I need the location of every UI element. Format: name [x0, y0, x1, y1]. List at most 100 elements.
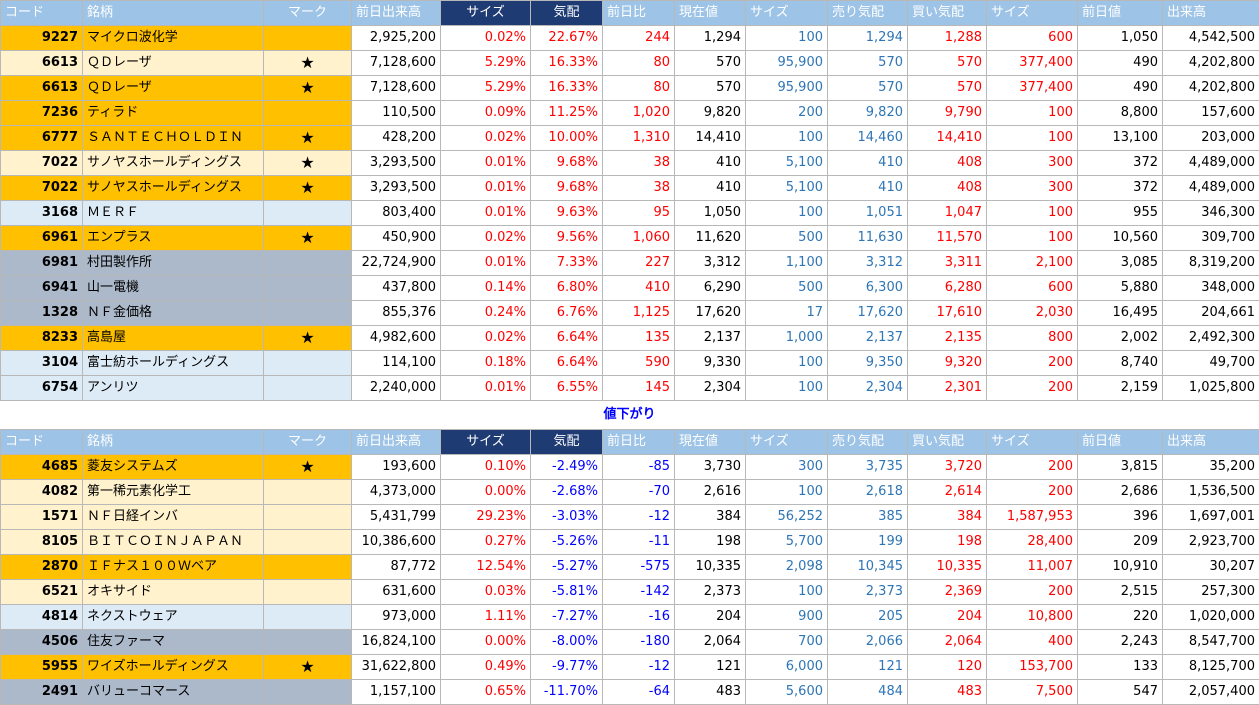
table-row[interactable]: 4506 住友ファーマ 16,824,100 0.00% -8.00% -180 2,064…	[0, 629, 1259, 655]
change-cell: -11	[602, 529, 675, 555]
col-header-prev-volume[interactable]: 前日出来高	[351, 0, 441, 26]
col-header-volume[interactable]: 出来高	[1162, 0, 1259, 26]
price-cell: 121	[674, 654, 746, 680]
price-cell: 10,335	[674, 554, 746, 580]
table-row[interactable]: 6777 ＳＡＮＴＥＣＨＯＬＤＩＮ ★ 428,200 0.02% 10.00% 1,310…	[0, 125, 1259, 151]
col-header-change[interactable]: 前日比	[602, 429, 675, 455]
change-cell: 1,020	[602, 100, 675, 126]
change-cell: 95	[602, 200, 675, 226]
col-header-bid[interactable]: 買い気配	[907, 0, 987, 26]
col-header-volume[interactable]: 出来高	[1162, 429, 1259, 455]
volume-cell: 4,489,000	[1162, 150, 1259, 176]
table-row[interactable]: 7236 ティラド 110,500 0.09% 11.25% 1,020 9,820 200 9…	[0, 100, 1259, 126]
stock-name: マイクロ波化学	[82, 25, 264, 51]
col-header-size-1[interactable]: サイズ	[440, 0, 531, 26]
col-header-size-3[interactable]: サイズ	[986, 429, 1078, 455]
col-header-name[interactable]: 銘柄	[82, 0, 264, 26]
star-mark-icon	[263, 350, 352, 376]
ask-cell: 410	[827, 150, 908, 176]
col-header-quote[interactable]: 気配	[530, 429, 603, 455]
size-1-cell: 5.29%	[440, 50, 531, 76]
col-header-price[interactable]: 現在値	[674, 0, 746, 26]
size-3-cell: 800	[986, 325, 1078, 351]
prev-close-cell: 8,800	[1077, 100, 1163, 126]
col-header-mark[interactable]: マーク	[263, 429, 352, 455]
col-header-size-2[interactable]: サイズ	[745, 429, 828, 455]
col-header-size-2[interactable]: サイズ	[745, 0, 828, 26]
star-mark-icon	[263, 629, 352, 655]
table-row[interactable]: 7022 サノヤスホールディングス ★ 3,293,500 0.01% 9.68% 38 41…	[0, 175, 1259, 201]
stock-code: 6981	[0, 250, 83, 276]
size-3-cell: 200	[986, 579, 1078, 605]
price-cell: 2,373	[674, 579, 746, 605]
star-mark-icon	[263, 504, 352, 530]
col-header-prev-close[interactable]: 前日値	[1077, 0, 1163, 26]
stock-name: 村田製作所	[82, 250, 264, 276]
col-header-change[interactable]: 前日比	[602, 0, 675, 26]
table-row[interactable]: 1571 ＮＦ日経インバ 5,431,799 29.23% -3.03% -12 384 56…	[0, 504, 1259, 530]
table-row[interactable]: 8105 ＢＩＴＣＯＩＮＪＡＰＡＮ 10,386,600 0.27% -5.26% -11…	[0, 529, 1259, 555]
table-row[interactable]: 5955 ワイズホールディングス ★ 31,622,800 0.49% -9.77% -12…	[0, 654, 1259, 680]
table-row[interactable]: 1328 ＮＦ金価格 855,376 0.24% 6.76% 1,125 17,620 17 1…	[0, 300, 1259, 326]
bid-cell: 9,790	[907, 100, 987, 126]
table-row[interactable]: 6613 ＱＤレーザ ★ 7,128,600 5.29% 16.33% 80 570 95,90…	[0, 75, 1259, 101]
stock-code: 4814	[0, 604, 83, 630]
table-row[interactable]: 6613 ＱＤレーザ ★ 7,128,600 5.29% 16.33% 80 570 95,90…	[0, 50, 1259, 76]
table-row[interactable]: 3104 富士紡ホールディングス 114,100 0.18% 6.64% 590 9,330…	[0, 350, 1259, 376]
col-header-code[interactable]: コード	[0, 0, 83, 26]
table-row[interactable]: 6961 エンプラス ★ 450,900 0.02% 9.56% 1,060 11,620 50…	[0, 225, 1259, 251]
col-header-quote[interactable]: 気配	[530, 0, 603, 26]
prev-close-cell: 2,243	[1077, 629, 1163, 655]
quote-cell: -2.68%	[530, 479, 603, 505]
table-row[interactable]: 4685 菱友システムズ ★ 193,600 0.10% -2.49% -85 3,730 30…	[0, 454, 1259, 480]
col-header-ask[interactable]: 売り気配	[827, 429, 908, 455]
col-header-bid[interactable]: 買い気配	[907, 429, 987, 455]
change-cell: 410	[602, 275, 675, 301]
volume-cell: 203,000	[1162, 125, 1259, 151]
stock-name: アンリツ	[82, 375, 264, 401]
table-row[interactable]: 2491 バリューコマース 1,157,100 0.65% -11.70% -64 483 5…	[0, 679, 1259, 705]
volume-cell: 8,547,700	[1162, 629, 1259, 655]
change-cell: 80	[602, 50, 675, 76]
stock-code: 7022	[0, 150, 83, 176]
price-cell: 2,304	[674, 375, 746, 401]
table-row[interactable]: 4814 ネクストウェア 973,000 1.11% -7.27% -16 204 900 20…	[0, 604, 1259, 630]
col-header-name[interactable]: 銘柄	[82, 429, 264, 455]
table-row[interactable]: 4082 第一稀元素化学工 4,373,000 0.00% -2.68% -70 2,616…	[0, 479, 1259, 505]
quote-cell: 16.33%	[530, 75, 603, 101]
prev-volume-cell: 10,386,600	[351, 529, 441, 555]
table-row[interactable]: 9227 マイクロ波化学 2,925,200 0.02% 22.67% 244 1,294 1…	[0, 25, 1259, 51]
star-mark-icon	[263, 604, 352, 630]
volume-cell: 1,025,800	[1162, 375, 1259, 401]
size-1-cell: 0.01%	[440, 375, 531, 401]
col-header-size-3[interactable]: サイズ	[986, 0, 1078, 26]
table-row[interactable]: 8233 高島屋 ★ 4,982,600 0.02% 6.64% 135 2,137 1,000…	[0, 325, 1259, 351]
col-header-size-1[interactable]: サイズ	[440, 429, 531, 455]
star-mark-icon	[263, 375, 352, 401]
stock-name: エンプラス	[82, 225, 264, 251]
prev-close-cell: 220	[1077, 604, 1163, 630]
col-header-price[interactable]: 現在値	[674, 429, 746, 455]
col-header-mark[interactable]: マーク	[263, 0, 352, 26]
size-3-cell: 600	[986, 275, 1078, 301]
stock-code: 8105	[0, 529, 83, 555]
table-row[interactable]: 7022 サノヤスホールディングス ★ 3,293,500 0.01% 9.68% 38 41…	[0, 150, 1259, 176]
col-header-prev-volume[interactable]: 前日出来高	[351, 429, 441, 455]
table-row[interactable]: 3168 ＭＥＲＦ 803,400 0.01% 9.63% 95 1,050 100 1,051…	[0, 200, 1259, 226]
size-1-cell: 0.10%	[440, 454, 531, 480]
col-header-ask[interactable]: 売り気配	[827, 0, 908, 26]
size-2-cell: 100	[745, 579, 828, 605]
stock-code: 2491	[0, 679, 83, 705]
star-mark-icon	[263, 25, 352, 51]
size-2-cell: 100	[745, 479, 828, 505]
table-row[interactable]: 6941 山一電機 437,800 0.14% 6.80% 410 6,290 500 6,30…	[0, 275, 1259, 301]
table-row[interactable]: 6521 オキサイド 631,600 0.03% -5.81% -142 2,373 100 2…	[0, 579, 1259, 605]
table-row[interactable]: 2870 ＩＦナス１００Ｗベア 87,772 12.54% -5.27% -575 10,3…	[0, 554, 1259, 580]
price-cell: 3,730	[674, 454, 746, 480]
table-row[interactable]: 6754 アンリツ 2,240,000 0.01% 6.55% 145 2,304 100 2,…	[0, 375, 1259, 401]
col-header-code[interactable]: コード	[0, 429, 83, 455]
prev-volume-cell: 631,600	[351, 579, 441, 605]
prev-close-cell: 2,159	[1077, 375, 1163, 401]
table-row[interactable]: 6981 村田製作所 22,724,900 0.01% 7.33% 227 3,312 1,1…	[0, 250, 1259, 276]
col-header-prev-close[interactable]: 前日値	[1077, 429, 1163, 455]
